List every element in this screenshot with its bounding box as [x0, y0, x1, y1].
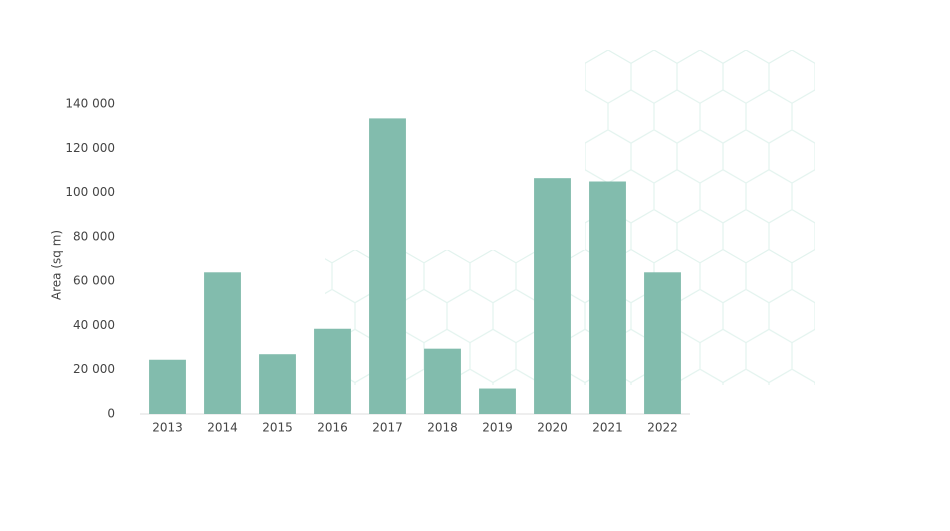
bar [204, 272, 241, 414]
x-tick-label: 2019 [482, 421, 513, 435]
x-tick-label: 2013 [152, 421, 183, 435]
y-tick-label: 20 000 [73, 362, 115, 376]
x-tick-label: 2022 [647, 421, 678, 435]
y-tick-label: 0 [107, 407, 115, 421]
bar [259, 354, 296, 414]
bar [534, 178, 571, 414]
y-tick-label: 100 000 [65, 185, 115, 199]
bar [369, 118, 406, 415]
bar [589, 181, 626, 414]
y-tick-label: 40 000 [73, 318, 115, 332]
x-tick-label: 2016 [317, 421, 348, 435]
bar [479, 388, 516, 414]
y-tick-label: 120 000 [65, 141, 115, 155]
x-tick-label: 2015 [262, 421, 293, 435]
x-tick-label: 2021 [592, 421, 623, 435]
y-tick-label: 140 000 [65, 97, 115, 111]
y-axis-label: Area (sq m) [50, 230, 64, 300]
bar [149, 359, 186, 414]
y-tick-label: 80 000 [73, 229, 115, 243]
bar [314, 328, 351, 414]
x-tick-label: 2014 [207, 421, 238, 435]
x-tick-label: 2017 [372, 421, 403, 435]
y-tick-label: 60 000 [73, 274, 115, 288]
x-tick-label: 2018 [427, 421, 458, 435]
bar [424, 348, 461, 414]
bar [644, 272, 681, 414]
x-tick-label: 2020 [537, 421, 568, 435]
